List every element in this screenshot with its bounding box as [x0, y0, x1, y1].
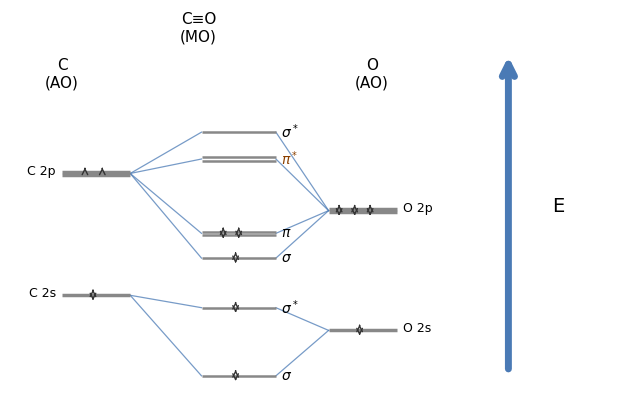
Text: O
(AO): O (AO)	[355, 58, 389, 90]
Text: $\sigma^*$: $\sigma^*$	[281, 298, 299, 317]
Text: $\pi^*$: $\pi^*$	[281, 150, 298, 169]
Text: C≡O
(MO): C≡O (MO)	[180, 12, 217, 45]
Text: $\sigma$: $\sigma$	[281, 369, 292, 383]
Text: E: E	[552, 197, 564, 216]
Text: $\sigma^*$: $\sigma^*$	[281, 123, 299, 142]
Text: O 2s: O 2s	[403, 322, 432, 335]
Text: C 2s: C 2s	[29, 287, 56, 300]
Text: C 2p: C 2p	[27, 165, 56, 178]
Text: $\pi$: $\pi$	[281, 226, 291, 240]
Text: O 2p: O 2p	[403, 202, 433, 215]
Text: $\sigma$: $\sigma$	[281, 251, 292, 265]
Text: C
(AO): C (AO)	[45, 58, 79, 90]
